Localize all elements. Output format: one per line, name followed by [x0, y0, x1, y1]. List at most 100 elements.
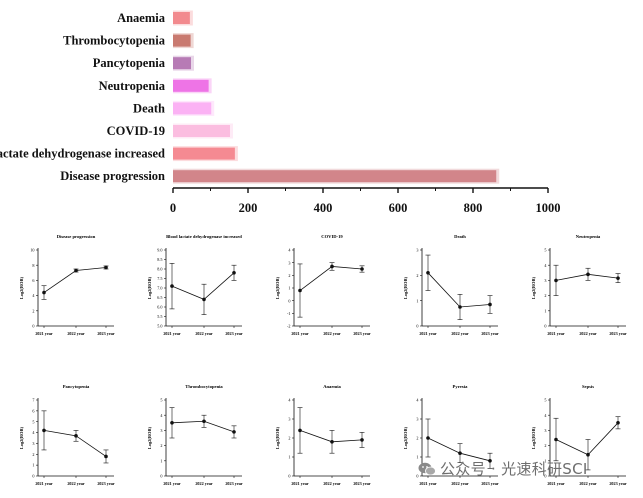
chart-title: Pyrexia [453, 384, 469, 389]
y-tick-label: 2 [32, 452, 34, 457]
category-label-death: Death [133, 101, 165, 115]
y-tick-label: 5 [160, 398, 162, 403]
x-tick-label: 2023 year [481, 481, 498, 486]
data-point [616, 421, 620, 425]
y-tick-label: 0 [160, 474, 162, 479]
y-tick-label: -1 [287, 311, 291, 316]
data-point [488, 302, 492, 307]
x-tick-label: 2022 year [579, 481, 596, 486]
x-tick-label: 2021 year [419, 481, 436, 486]
y-axis-label: Log2(ROR) [275, 276, 280, 299]
y-tick-label: 4 [544, 263, 547, 268]
y-tick-label: 3 [288, 417, 290, 422]
watermark: 公众号 · 光速科研SCI [418, 458, 640, 480]
data-point [42, 290, 46, 295]
watermark-text: 公众号 · 光速科研SCI [440, 460, 588, 478]
y-tick-label: 4 [160, 413, 163, 418]
y-tick-label: 0 [288, 298, 290, 303]
y-tick-label: 6 [32, 408, 34, 413]
category-label-anaemia: Anaemia [117, 11, 166, 25]
y-tick-label: 9.0 [157, 248, 162, 253]
trend-chart-sepsis: Sepsis 0 1 2 3 4 5 Log2(ROR) 2021 year 2022 year 2… [531, 384, 627, 486]
trend-chart-anaemia: Anaemia 0 1 2 3 4 Log2(ROR) 2021 year 2022 year 2… [275, 384, 371, 486]
x-tick-label: 2021 year [163, 331, 180, 336]
data-point [298, 288, 302, 293]
y-tick-label: 7.0 [157, 286, 162, 291]
y-tick-label: 0 [288, 474, 290, 479]
y-tick-label: 5.0 [157, 324, 162, 329]
x-tick-label: 2023 year [353, 481, 370, 486]
y-tick-label: 3 [32, 441, 34, 446]
x-tick-label-200: 200 [239, 201, 258, 215]
chart-title: Sepsis [582, 384, 594, 389]
y-tick-label: 5 [32, 419, 34, 424]
category-label-disease-progression: Disease progression [60, 169, 165, 183]
data-point [426, 436, 430, 440]
y-tick-label: 4 [32, 430, 35, 435]
y-tick-label: 5 [544, 248, 546, 253]
data-point [42, 428, 46, 433]
data-point [298, 428, 302, 433]
data-point [170, 284, 174, 288]
data-point [232, 271, 236, 275]
chart-title: Blood lactate dehydrogenase increased [166, 234, 242, 239]
y-tick-label: 1 [32, 463, 34, 468]
y-tick-label: 5 [544, 398, 546, 403]
adverse-events-bar-chart: Anaemia Thrombocytopenia Pancytopenia Neutr… [0, 10, 561, 215]
x-tick-label: 2022 year [195, 481, 212, 486]
y-tick-label: 1 [288, 286, 290, 291]
x-tick-label: 2022 year [451, 481, 468, 486]
y-tick-label: 3 [160, 428, 162, 433]
x-tick-label: 2022 year [67, 481, 84, 486]
bar-thrombocytopenia [173, 34, 191, 47]
y-tick-label: 2 [32, 308, 34, 313]
y-tick-label: 3 [544, 278, 546, 283]
trend-chart-death: Death 0 1 2 3 Log2(ROR) 2021 year 2022 year 2023… [403, 234, 499, 336]
series-line [171, 272, 235, 300]
y-tick-label: 2 [416, 273, 418, 278]
data-point [488, 459, 492, 463]
bar-pancytopenia [173, 57, 191, 70]
trend-chart-thrombocytopenia: Thrombocytopenia 0 1 2 3 4 5 Log2(ROR) 2021 year… [147, 384, 243, 486]
x-tick-label: 2023 year [481, 331, 498, 336]
y-axis-label: Log2(ROR) [403, 276, 408, 299]
y-axis-label: Log2(ROR) [19, 426, 24, 449]
bar-disease-progression [173, 170, 497, 183]
y-axis-label: Log2(ROR) [275, 426, 280, 449]
y-tick-label: 1 [416, 455, 418, 460]
data-point [554, 437, 558, 442]
series-line [555, 422, 619, 456]
data-point [586, 272, 590, 277]
x-tick-label: 2023 year [353, 331, 370, 336]
y-tick-label: 8.0 [157, 267, 162, 272]
y-axis-label: Log2(ROR) [147, 276, 152, 299]
data-point [360, 438, 364, 442]
y-tick-label: 0 [32, 474, 34, 479]
category-label-pancytopenia: Pancytopenia [93, 56, 166, 70]
y-tick-label: 8 [32, 263, 34, 268]
y-tick-label: 6.5 [157, 295, 162, 300]
y-tick-label: 5.5 [157, 314, 162, 319]
trend-chart-blood-lactate-dehydrogenase-increased: Blood lactate dehydrogenase increased 5.0… [147, 234, 243, 336]
data-point [360, 267, 364, 271]
chart-title: Anaemia [323, 384, 341, 389]
y-tick-label: 3 [416, 248, 418, 253]
category-label-covid-19: COVID-19 [107, 124, 165, 138]
trend-chart-covid-19: COVID-19 -2 -1 0 1 2 3 4 Log2(ROR) 2021 year 2022 … [275, 234, 371, 336]
trend-chart-pancytopenia: Pancytopenia 0 1 2 3 4 5 6 7 Log2(ROR) 2021 year 20… [19, 384, 115, 486]
y-tick-label: 2 [416, 436, 418, 441]
data-point [104, 265, 108, 270]
y-tick-label: 0 [416, 474, 418, 479]
x-tick-label: 2023 year [609, 481, 626, 486]
bar-death [173, 102, 212, 115]
y-axis-label: Log2(ROR) [147, 426, 152, 449]
y-tick-label: 1 [288, 455, 290, 460]
category-label-blood-lactate-dehydrogenase-increased: Blood lactate dehydrogenase increased [0, 147, 165, 161]
y-tick-label: 2 [288, 273, 290, 278]
bar-blood-lactate-dehydrogenase-increased [173, 147, 235, 160]
x-tick-label: 2021 year [419, 331, 436, 336]
x-tick-label: 2021 year [547, 331, 564, 336]
x-tick-label: 2023 year [97, 331, 114, 336]
y-tick-label: 1 [160, 458, 162, 463]
x-tick-label: 2023 year [225, 331, 242, 336]
